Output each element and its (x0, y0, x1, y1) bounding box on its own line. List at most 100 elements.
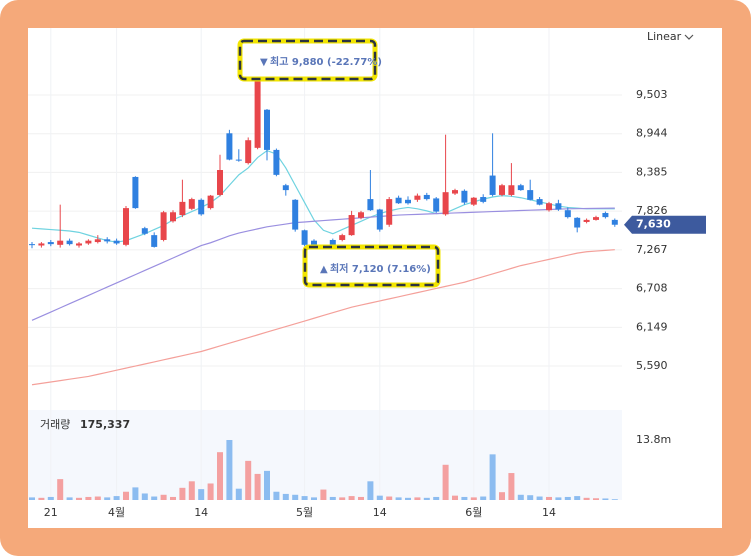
volume-bar (329, 496, 336, 500)
candle-body (405, 199, 411, 204)
volume-bar (160, 494, 167, 500)
volume-bar (123, 491, 129, 500)
ma-line (31, 149, 615, 243)
volume-bar (442, 464, 449, 500)
candles (29, 68, 618, 261)
volume-bar (358, 496, 364, 500)
volume-bar (452, 495, 458, 500)
volume-bar (376, 495, 383, 500)
x-tick-label: 21 (44, 506, 58, 519)
volume-bar (273, 491, 280, 500)
candle-body (442, 192, 449, 215)
candle-body (292, 199, 299, 230)
x-tick-label: 14 (373, 506, 387, 519)
volume-bar (386, 496, 393, 500)
candle-body (76, 243, 82, 246)
volume-bar (264, 470, 270, 500)
candle-body (264, 109, 270, 150)
volume-bar (405, 497, 411, 500)
last-price-label: 7,630 (636, 218, 671, 231)
volume-bar (320, 489, 327, 500)
candle-body (376, 209, 383, 230)
volume-bar (480, 496, 487, 500)
y-tick-label: 9,503 (636, 88, 668, 101)
candle-body (508, 185, 515, 195)
x-tick-label: 5월 (296, 506, 313, 519)
candle-body (386, 199, 393, 225)
volume-bar (508, 473, 515, 500)
volume-bar (433, 496, 440, 500)
candle-body (564, 210, 571, 218)
last-price-tag (624, 215, 706, 234)
volume-bar (94, 496, 101, 500)
volume-bar (301, 496, 308, 500)
volume-bar (57, 479, 64, 500)
candle-body (311, 240, 317, 246)
volume-bar (546, 496, 552, 500)
candle-body (151, 235, 158, 247)
volume-bar (423, 497, 430, 500)
candle-body (395, 197, 402, 204)
volume-bar (282, 493, 289, 500)
candle-body (367, 199, 374, 211)
volume-bar (311, 497, 317, 500)
volume-bars (29, 440, 618, 500)
scale-toggle[interactable]: Linear (647, 30, 682, 43)
volume-bar (292, 494, 299, 500)
high-annotation: ▼ 최고 9,880 (-22.77%) (237, 38, 382, 82)
volume-bar (517, 494, 524, 500)
down-arrow: ▼ (260, 57, 268, 68)
volume-bar (179, 487, 186, 500)
volume-bar (461, 496, 468, 500)
labels: 9,503 8,944 8,385 7,826 7,267 6,708 6,149 5,590… (44, 88, 671, 519)
y-tick-label: 6,149 (636, 320, 668, 333)
candle-body (452, 190, 458, 194)
annotation: 최고 9,880 (-22.77%) (270, 55, 382, 68)
volume-bar (611, 499, 618, 500)
volume-bar (527, 495, 534, 500)
volume-bar (170, 496, 176, 500)
y-tick-label: 7,267 (636, 243, 668, 256)
candle-body (47, 242, 54, 245)
candle-body (517, 185, 524, 191)
volume-bar (536, 496, 543, 500)
volume-bar (66, 497, 73, 500)
candle-body (235, 159, 242, 161)
y-tick-label: 7,826 (636, 204, 668, 217)
candle-body (160, 212, 167, 240)
volume-bar (85, 496, 92, 500)
candle-body (254, 70, 261, 148)
volume-bar (226, 440, 233, 500)
candle-body (66, 240, 73, 245)
volume-bar (235, 488, 242, 500)
candle-body (470, 197, 477, 205)
volume-bar (113, 496, 120, 500)
volume-bar (348, 496, 355, 500)
volume-bar (593, 498, 599, 500)
y-tick-label: 6,708 (636, 282, 668, 295)
volume-bar (76, 497, 82, 500)
volume-bar (198, 489, 205, 500)
candle-body (348, 215, 355, 236)
volume-last: 175,337 (80, 418, 130, 431)
volume-title: 거래량 (40, 418, 70, 431)
candle-body (179, 201, 186, 216)
candle-body (113, 240, 120, 244)
x-tick-label: 14 (542, 506, 556, 519)
candle-body (29, 244, 35, 246)
volume-bar (414, 497, 421, 500)
ma-line (31, 207, 615, 321)
candle-body (141, 228, 148, 234)
candle-body (301, 230, 308, 245)
volume-bar (367, 481, 374, 500)
candle-body (104, 239, 111, 242)
volume-bar (339, 497, 346, 500)
volume-bar (104, 497, 111, 500)
candle-body (461, 190, 468, 203)
candle-body (94, 239, 101, 243)
candle-body (555, 203, 562, 210)
candle-body (574, 217, 581, 228)
candle-body (527, 190, 534, 200)
volume-bar (499, 492, 505, 500)
chevron[interactable] (684, 34, 694, 40)
